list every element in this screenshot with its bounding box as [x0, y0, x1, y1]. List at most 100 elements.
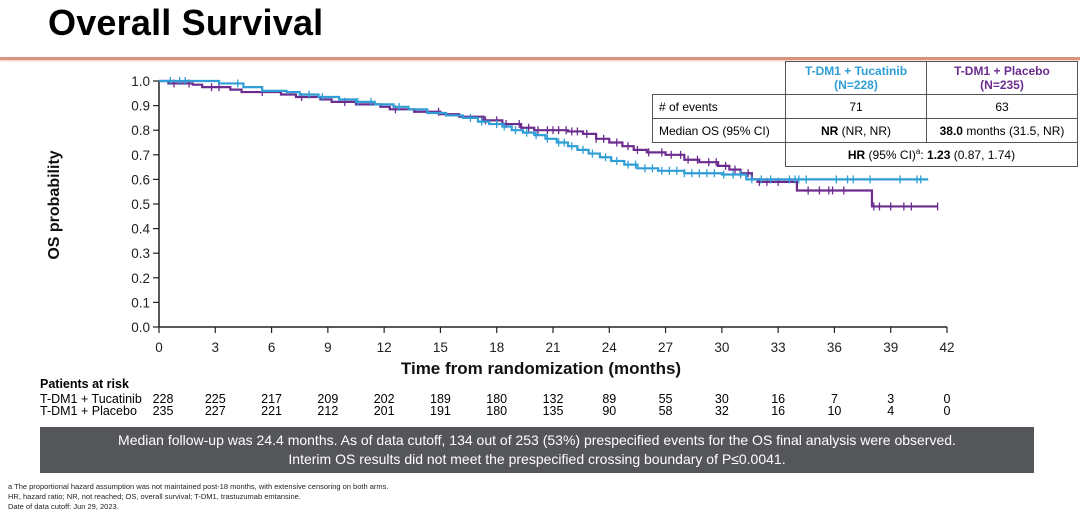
x-tick-label: 21: [545, 340, 560, 355]
banner-line: Interim OS results did not meet the pres…: [288, 451, 786, 467]
y-tick-label: 0.6: [131, 172, 150, 187]
hr-value: 1.23: [927, 148, 951, 162]
x-tick-label: 30: [714, 340, 729, 355]
col-name: T-DM1 + Tucatinib: [804, 64, 908, 78]
risk-count: 189: [429, 392, 451, 406]
y-tick-label: 0.5: [131, 197, 150, 212]
y-tick-label: 0.3: [131, 246, 150, 261]
x-tick-label: 0: [155, 340, 163, 355]
risk-count: 225: [204, 392, 226, 406]
cell-rest: (NR, NR): [838, 123, 891, 138]
col-n: (N=235): [980, 78, 1024, 92]
risk-count: 201: [373, 404, 395, 418]
risk-count: 58: [658, 404, 673, 418]
col-header-tucatinib: T-DM1 + Tucatinib (N=228): [785, 61, 927, 95]
hr-colon: :: [920, 148, 928, 162]
y-tick-label: 0.2: [131, 271, 150, 286]
y-tick-label: 0.0: [131, 320, 150, 335]
risk-count: 0: [943, 404, 951, 418]
y-tick-label: 0.4: [131, 222, 150, 237]
risk-row-label: T-DM1 + Placebo: [40, 404, 137, 418]
title-divider: [0, 57, 1080, 60]
y-tick-label: 0.7: [131, 148, 150, 163]
cell-value: 38.0 months (31.5, NR): [926, 118, 1078, 143]
risk-count: 55: [658, 392, 673, 406]
cell-bold: 38.0: [939, 123, 963, 138]
risk-count: 180: [486, 392, 508, 406]
footnote: HR, hazard ratio; NR, not reached; OS, o…: [8, 492, 301, 501]
y-tick-label: 0.8: [131, 123, 150, 138]
cell-rest: months (31.5, NR): [962, 123, 1065, 138]
stats-table: T-DM1 + Tucatinib (N=228) T-DM1 + Placebo…: [652, 61, 1078, 167]
cell-value: NR (NR, NR): [785, 118, 927, 143]
risk-row-label: T-DM1 + Tucatinib: [40, 392, 142, 406]
risk-count: 89: [602, 392, 617, 406]
axes: 0.00.10.20.30.40.50.60.70.80.91.00 3 6 9 12 1…: [131, 74, 954, 355]
x-tick-label: 9: [324, 340, 332, 355]
x-tick-label: 12: [377, 340, 392, 355]
x-axis-title: Time from randomization (months): [401, 359, 681, 378]
risk-count: 212: [317, 404, 339, 418]
page-title: Overall Survival: [48, 2, 324, 43]
x-tick-label: 42: [939, 340, 954, 355]
risk-count: 217: [261, 392, 282, 406]
survival-curve: [159, 79, 938, 208]
col-name: T-DM1 + Placebo: [954, 64, 1050, 78]
risk-count: 7: [830, 392, 838, 406]
hazard-ratio: HR (95% CI)a: 1.23 (0.87, 1.74): [785, 142, 1078, 167]
banner-line: Median follow-up was 24.4 months. As of …: [118, 432, 956, 448]
row-label: Median OS (95% CI): [652, 118, 786, 143]
risk-count: 30: [714, 392, 729, 406]
stats-header-row: T-DM1 + Tucatinib (N=228) T-DM1 + Placebo…: [653, 61, 1078, 95]
survival-curve: [159, 79, 929, 181]
risk-count: 90: [602, 404, 617, 418]
x-tick-label: 39: [883, 340, 898, 355]
risk-count: 191: [429, 404, 451, 418]
series-tucatinib: [159, 77, 929, 184]
y-tick-label: 0.9: [131, 99, 150, 114]
x-tick-label: 3: [212, 340, 220, 355]
risk-count: 227: [204, 404, 226, 418]
footnote: a The proportional hazard assumption was…: [8, 482, 389, 491]
col-n: (N=228): [834, 78, 878, 92]
stats-row-events: # of events 71 63: [652, 94, 1078, 119]
x-tick-label: 18: [489, 340, 504, 355]
x-tick-label: 6: [268, 340, 276, 355]
x-tick-label: 36: [827, 340, 842, 355]
cell-value: 71: [785, 94, 927, 119]
summary-banner: Median follow-up was 24.4 months. As of …: [40, 427, 1034, 473]
stats-row-hr: HR (95% CI)a: 1.23 (0.87, 1.74): [653, 142, 1078, 167]
risk-count: 10: [827, 404, 842, 418]
risk-count: 135: [542, 404, 564, 418]
risk-count: 132: [542, 392, 564, 406]
y-axis-title: OS probability: [46, 150, 63, 259]
hr-ci: (0.87, 1.74): [950, 148, 1016, 162]
risk-count: 32: [714, 404, 729, 418]
col-header-placebo: T-DM1 + Placebo (N=235): [926, 61, 1078, 95]
risk-count: 4: [887, 404, 895, 418]
risk-count: 16: [771, 392, 786, 406]
risk-count: 209: [317, 392, 339, 406]
x-tick-label: 33: [771, 340, 786, 355]
x-tick-label: 24: [602, 340, 618, 355]
risk-count: 202: [373, 392, 395, 406]
stats-row-median-os: Median OS (95% CI) NR (NR, NR) 38.0 mont…: [652, 118, 1078, 143]
risk-count: 16: [771, 404, 786, 418]
risk-count: 235: [152, 404, 174, 418]
cell-bold: NR: [820, 123, 839, 138]
hr-label: HR: [847, 148, 866, 162]
risk-count: 228: [152, 392, 174, 406]
km-chart: 0.00.10.20.30.40.50.60.70.80.91.00 3 6 9 12 1…: [46, 74, 955, 378]
risk-count: 180: [486, 404, 508, 418]
risk-count: 0: [943, 392, 951, 406]
y-tick-label: 1.0: [131, 74, 150, 89]
row-label: # of events: [652, 94, 786, 119]
hr-ci-label: (95% CI): [865, 148, 916, 162]
cell-value: 63: [926, 94, 1078, 119]
x-tick-label: 15: [433, 340, 448, 355]
risk-table-title: Patients at risk: [40, 377, 129, 391]
x-tick-label: 27: [658, 340, 673, 355]
curves: [159, 77, 939, 211]
risk-count: 3: [887, 392, 895, 406]
footnote: Date of data cutoff: Jun 29, 2023.: [8, 502, 119, 511]
